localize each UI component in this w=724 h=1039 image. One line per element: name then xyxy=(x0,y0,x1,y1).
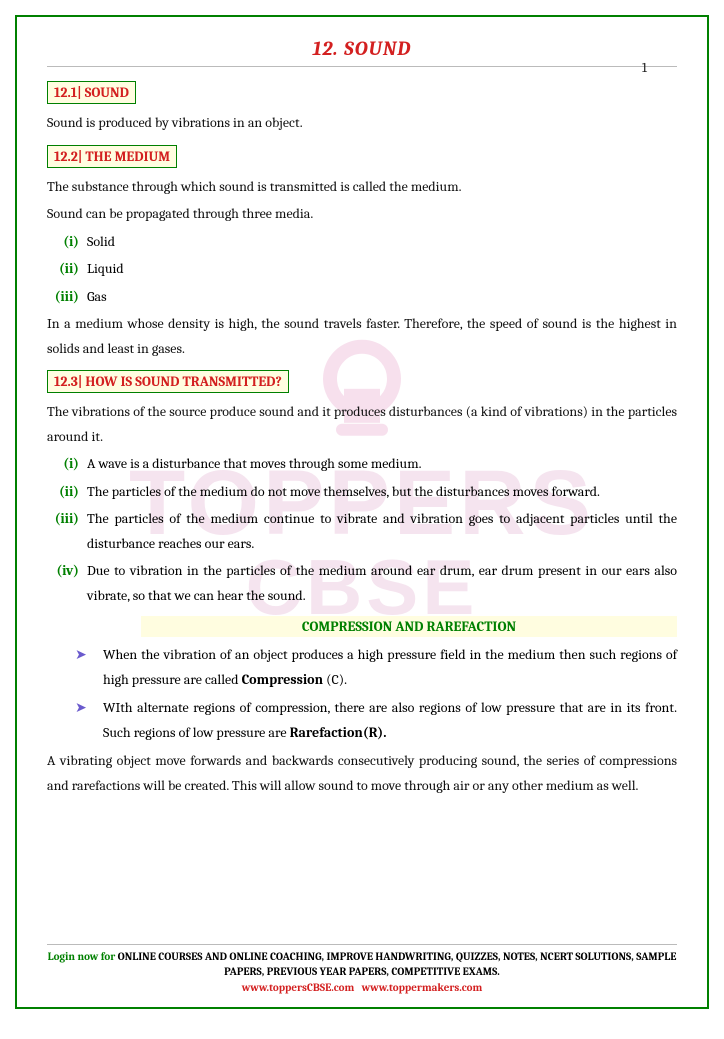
media-list: (i)Solid (ii)Liquid (iii)Gas xyxy=(47,230,677,310)
list-item: (i)A wave is a disturbance that moves th… xyxy=(79,452,677,477)
list-text: When the vibration of an object produces… xyxy=(103,646,677,688)
list-item: (i)Solid xyxy=(79,230,677,255)
body-text: Sound can be propagated through three me… xyxy=(47,202,677,227)
list-text: Liquid xyxy=(87,260,124,277)
bold-term: Rarefaction(R). xyxy=(290,724,387,741)
list-text: A wave is a disturbance that moves throu… xyxy=(87,455,421,472)
body-text: Sound is produced by vibrations in an ob… xyxy=(47,111,677,136)
list-text: (C). xyxy=(323,671,347,688)
footer-bold: ONLINE COURSES AND ONLINE COACHING, IMPR… xyxy=(118,950,677,978)
arrow-icon: ➤ xyxy=(75,696,87,721)
list-text: Due to vibration in the particles of the… xyxy=(87,562,677,604)
footer-link-2[interactable]: www.toppermakers.com xyxy=(362,981,483,994)
roman-marker: (iv) xyxy=(47,559,79,584)
bullet-list: ➤ When the vibration of an object produc… xyxy=(47,643,677,745)
list-item: (ii)Liquid xyxy=(79,257,677,282)
list-text: Solid xyxy=(87,233,115,250)
section-tag-12-2: 12.2| THE MEDIUM xyxy=(47,145,177,168)
list-item: ➤ When the vibration of an object produc… xyxy=(95,643,677,692)
roman-marker: (iii) xyxy=(47,285,79,310)
list-item: ➤ WIth alternate regions of compression,… xyxy=(95,696,677,745)
roman-marker: (i) xyxy=(47,452,79,477)
page-title: 12. SOUND xyxy=(47,37,677,60)
bold-term: Compression xyxy=(242,671,323,688)
roman-marker: (i) xyxy=(47,230,79,255)
arrow-icon: ➤ xyxy=(75,643,87,668)
sub-banner-compression: COMPRESSION AND RAREFACTION xyxy=(141,616,677,637)
page-frame: TOPPERS CBSE 12. SOUND 1 12.1| SOUND Sou… xyxy=(15,15,709,1009)
section-tag-12-1: 12.1| SOUND xyxy=(47,81,136,104)
list-text: Gas xyxy=(87,288,107,305)
roman-marker: (ii) xyxy=(47,257,79,282)
section-tag-12-3: 12.3| HOW IS SOUND TRANSMITTED? xyxy=(47,370,289,393)
list-text: WIth alternate regions of compression, t… xyxy=(103,699,677,741)
footer-login: Login now for xyxy=(48,950,118,963)
roman-marker: (ii) xyxy=(47,480,79,505)
transmission-list: (i) A wave is a disturbance that moves th… xyxy=(47,452,677,608)
body-text: In a medium whose density is high, the s… xyxy=(47,312,677,361)
list-item: (iv)Due to vibration in the particles of… xyxy=(79,559,677,608)
page-number: 1 xyxy=(642,59,647,76)
body-text: The vibrations of the source produce sou… xyxy=(47,400,677,449)
title-rule xyxy=(47,66,677,67)
roman-marker: (iii) xyxy=(47,507,79,532)
page-footer: Login now for ONLINE COURSES AND ONLINE … xyxy=(47,944,677,995)
list-item: (iii)The particles of the medium continu… xyxy=(79,507,677,556)
list-text: The particles of the medium do not move … xyxy=(87,483,600,500)
list-item: (iii)Gas xyxy=(79,285,677,310)
list-text: The particles of the medium continue to … xyxy=(87,510,677,552)
list-item: (ii)The particles of the medium do not m… xyxy=(79,480,677,505)
footer-rule xyxy=(47,944,677,945)
body-text: The substance through which sound is tra… xyxy=(47,175,677,200)
body-text: A vibrating object move forwards and bac… xyxy=(47,749,677,798)
footer-link-1[interactable]: www.toppersCBSE.com xyxy=(242,981,355,994)
